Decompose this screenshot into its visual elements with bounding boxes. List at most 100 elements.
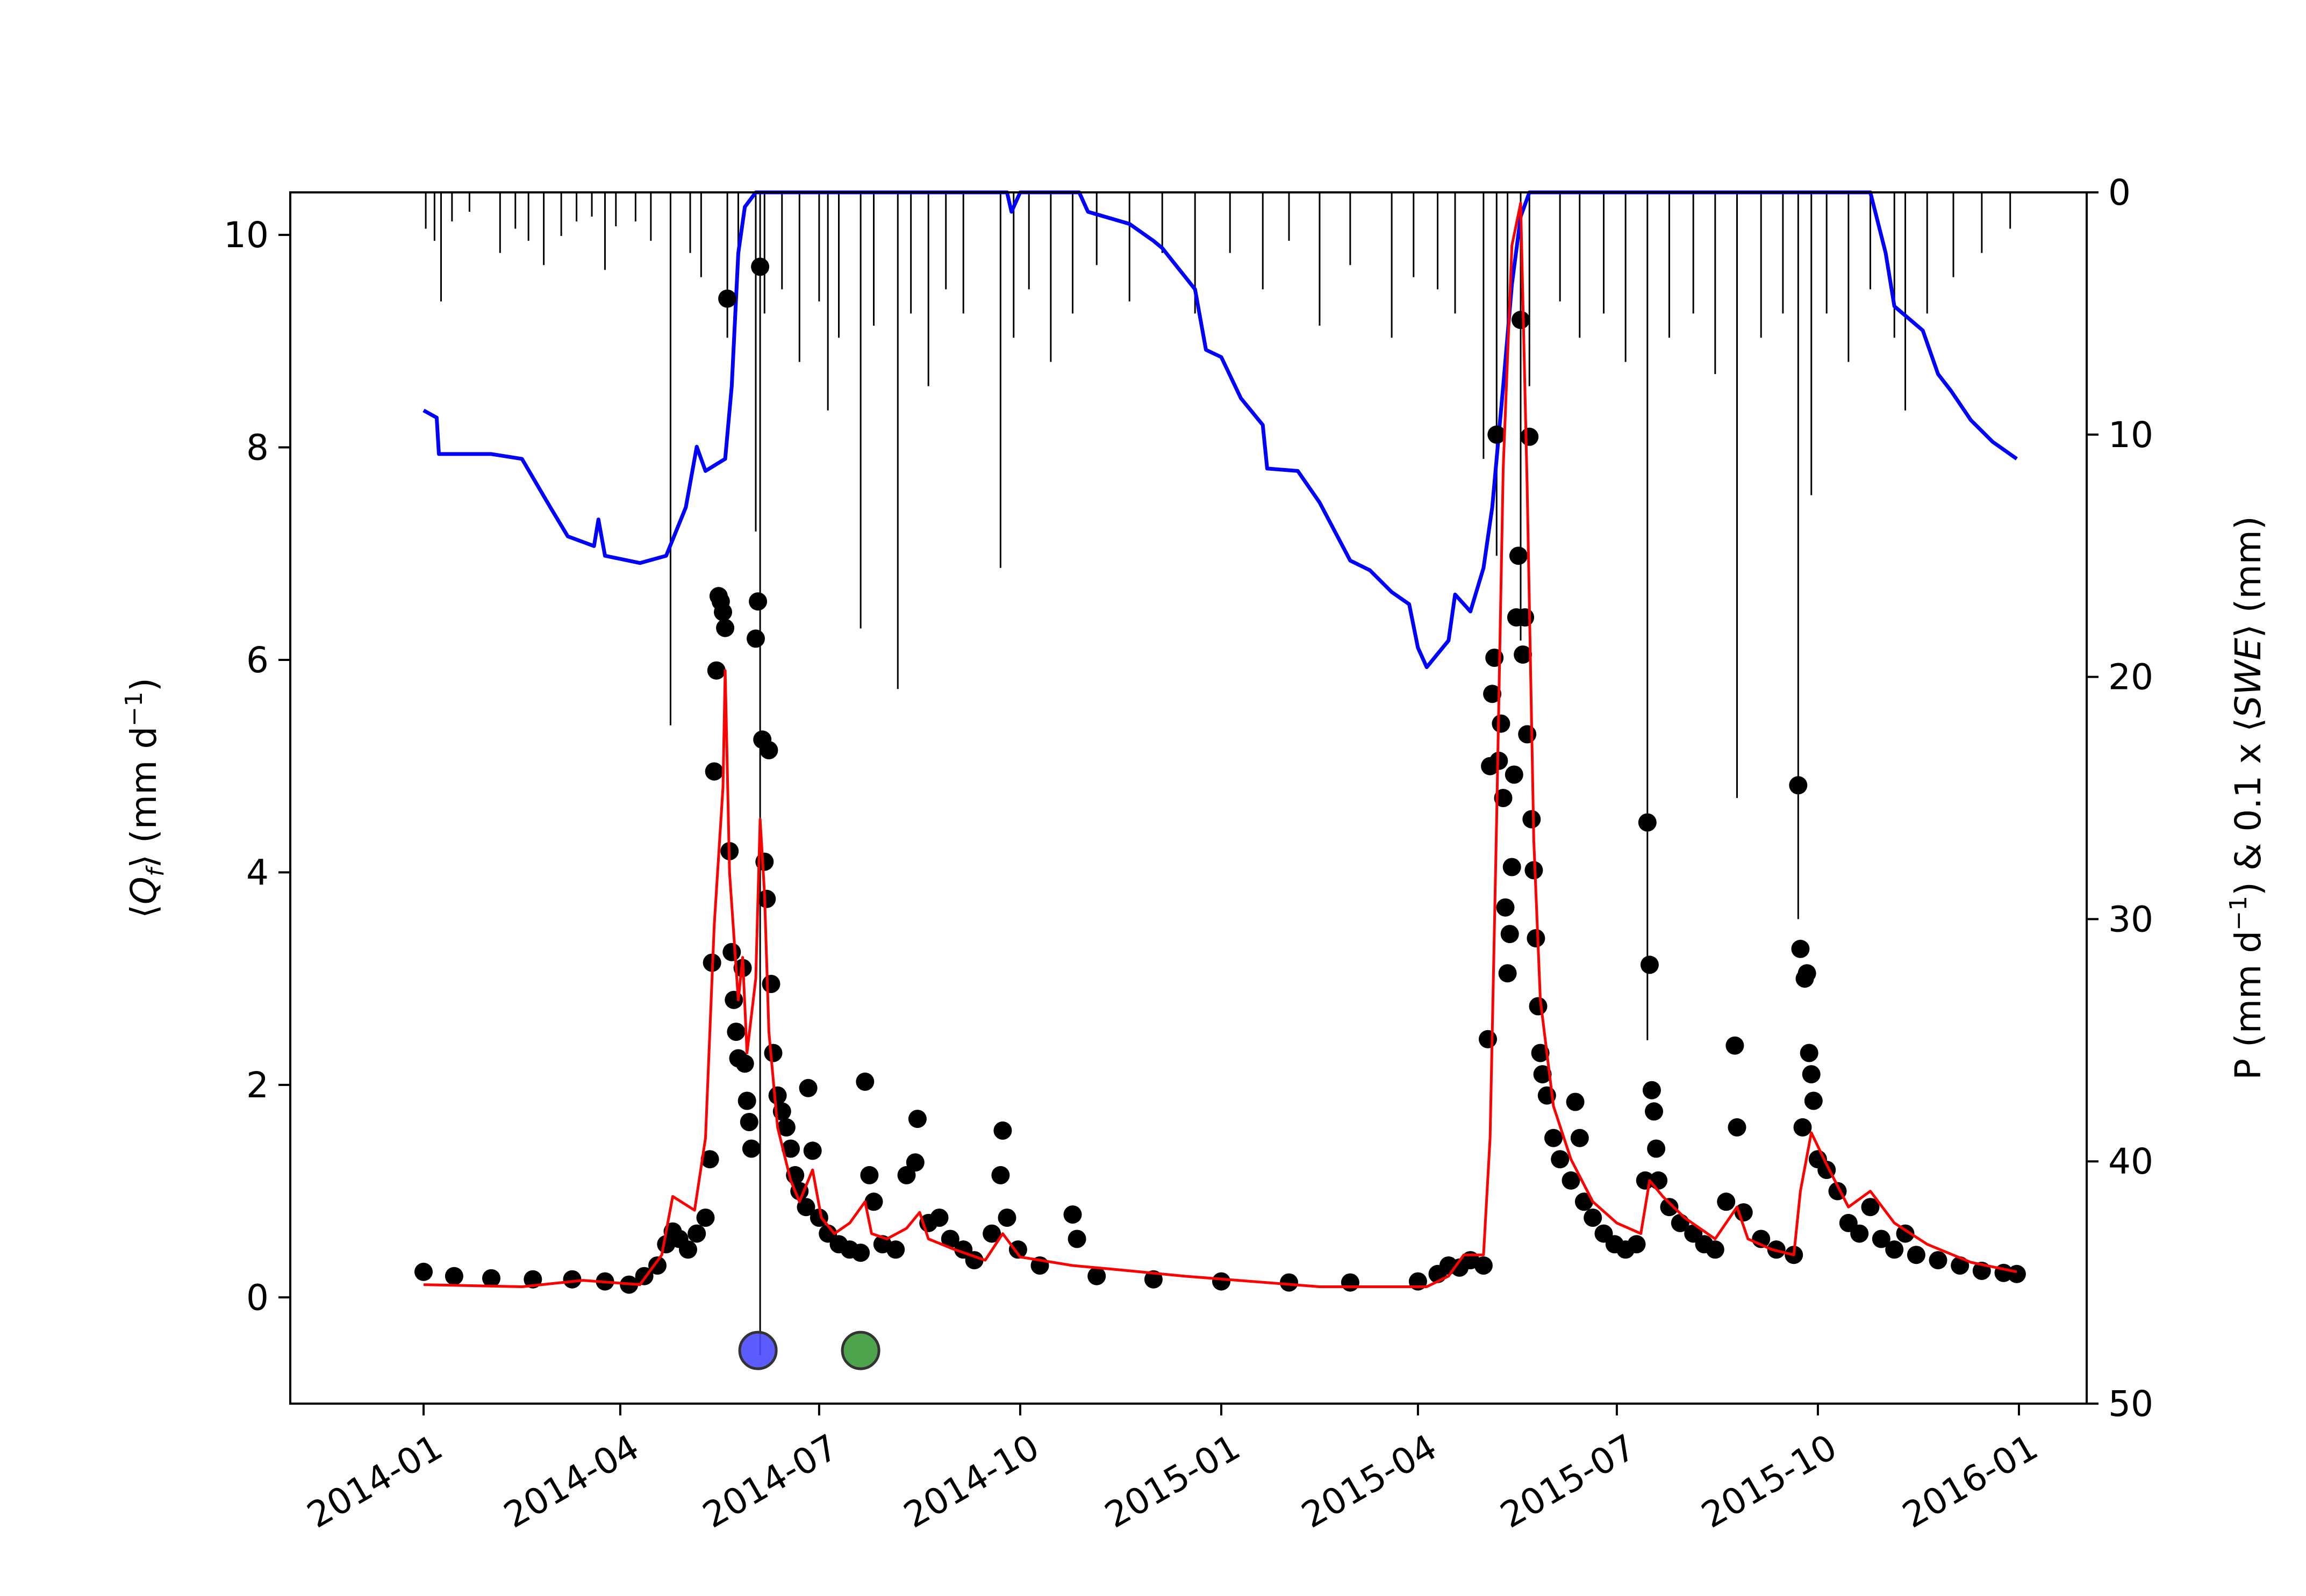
observed-point bbox=[1522, 810, 1541, 829]
observed-point bbox=[1068, 1230, 1086, 1248]
observed-point bbox=[1627, 1235, 1646, 1254]
observed-point bbox=[1087, 1267, 1106, 1285]
observed-point bbox=[797, 1198, 815, 1217]
observed-point bbox=[930, 1209, 949, 1227]
observed-point bbox=[563, 1270, 582, 1289]
observed-point bbox=[1474, 1256, 1493, 1275]
observed-point bbox=[897, 1166, 916, 1184]
y-right-tick-label: 20 bbox=[2108, 657, 2153, 698]
observed-point bbox=[1645, 1102, 1663, 1121]
observed-point bbox=[1280, 1273, 1298, 1292]
observed-point bbox=[700, 1150, 719, 1169]
y-left-tick-label: 8 bbox=[246, 427, 269, 469]
observed-point bbox=[1574, 1192, 1593, 1211]
observed-point bbox=[1529, 997, 1548, 1016]
precipitation-layer bbox=[425, 192, 2011, 1355]
observed-point bbox=[864, 1192, 883, 1211]
y-label-left-close: ⟩ (mm d bbox=[123, 727, 164, 868]
observed-point bbox=[757, 889, 776, 908]
observed-point bbox=[762, 975, 780, 993]
observed-point bbox=[679, 1240, 697, 1259]
observed-point bbox=[737, 1091, 756, 1110]
observed-point bbox=[941, 1230, 959, 1248]
observed-point bbox=[1531, 1044, 1550, 1062]
y-right-tick-label: 40 bbox=[2108, 1141, 2153, 1182]
observed-point bbox=[1584, 1209, 1602, 1227]
y-label-left-var: Q bbox=[123, 876, 164, 904]
observed-point bbox=[742, 1139, 761, 1158]
observed-point bbox=[707, 661, 726, 680]
observed-point bbox=[908, 1110, 927, 1128]
observed-point bbox=[445, 1267, 463, 1285]
observed-point bbox=[1533, 1065, 1552, 1084]
y-right-tick-label: 30 bbox=[2108, 898, 2153, 940]
observed-point bbox=[1660, 1198, 1679, 1217]
observed-point bbox=[1498, 964, 1517, 983]
y-label-right-close: ⟩ (mm) bbox=[2228, 516, 2269, 638]
observed-point bbox=[1797, 964, 1816, 983]
observed-point bbox=[860, 1166, 879, 1184]
y-label-right-var: SWE bbox=[2228, 638, 2269, 718]
y-label-left-end: ) bbox=[123, 678, 164, 692]
observed-point bbox=[1728, 1118, 1746, 1137]
observed-point bbox=[1907, 1246, 1925, 1264]
observed-point bbox=[1896, 1224, 1915, 1243]
y-label-left-open: ⟨ bbox=[123, 904, 164, 918]
observed-point bbox=[1212, 1272, 1230, 1291]
event-marker bbox=[738, 1331, 778, 1370]
y-label-right-pre: P (mm d bbox=[2228, 931, 2269, 1080]
observed-point bbox=[1885, 1240, 1904, 1259]
observed-point bbox=[1791, 939, 1810, 958]
observed-point bbox=[727, 1023, 746, 1041]
observed-point bbox=[751, 257, 770, 276]
observed-point bbox=[851, 1243, 870, 1262]
y-label-left-sup: −1 bbox=[120, 692, 148, 727]
observed-point bbox=[696, 1209, 715, 1227]
observed-point bbox=[1566, 1092, 1585, 1111]
observed-point bbox=[1789, 776, 1808, 795]
observed-point bbox=[1479, 1030, 1497, 1048]
observed-point bbox=[740, 1113, 758, 1131]
observed-point bbox=[1505, 765, 1523, 784]
observed-point bbox=[1509, 547, 1528, 565]
observed-point bbox=[1492, 714, 1510, 733]
observed-point bbox=[1514, 645, 1532, 664]
observed-point bbox=[1502, 858, 1521, 876]
y-right-tick-label: 50 bbox=[2108, 1383, 2153, 1425]
observed-point bbox=[1008, 1240, 1027, 1259]
observed-point bbox=[1512, 311, 1530, 329]
observed-point bbox=[1483, 685, 1502, 703]
observed-point bbox=[648, 1256, 667, 1275]
observed-point bbox=[764, 1044, 783, 1062]
observed-point bbox=[1802, 1065, 1821, 1084]
observed-point bbox=[777, 1118, 796, 1137]
observed-point bbox=[482, 1269, 500, 1288]
observed-point bbox=[1527, 929, 1545, 947]
event-marker-layer bbox=[738, 1331, 880, 1370]
observed-point bbox=[856, 1072, 875, 1091]
observed-point bbox=[886, 1240, 905, 1259]
observed-point bbox=[1717, 1192, 1736, 1211]
observed-point bbox=[768, 1086, 787, 1105]
observed-point bbox=[1494, 789, 1513, 807]
y-axis-label-right: P (mm d−1) & 0.1 x ⟨SWE⟩ (mm) bbox=[2225, 516, 2269, 1080]
observed-point bbox=[1341, 1273, 1359, 1292]
observed-point bbox=[906, 1153, 925, 1172]
observed-point bbox=[993, 1121, 1012, 1140]
observed-point bbox=[760, 741, 778, 759]
y-right-tick-label: 0 bbox=[2108, 172, 2131, 213]
observed-point bbox=[1706, 1240, 1724, 1259]
observed-point bbox=[1496, 898, 1515, 917]
observed-point bbox=[1725, 1036, 1744, 1055]
observed-point bbox=[1800, 1044, 1818, 1062]
observed-point bbox=[790, 1182, 809, 1200]
y-axis-label-left: ⟨Qf⟩ (mm d−1) bbox=[120, 678, 169, 918]
observed-point bbox=[1649, 1171, 1668, 1190]
event-marker bbox=[841, 1331, 880, 1370]
observed-layer bbox=[414, 257, 2026, 1294]
observed-point bbox=[782, 1139, 800, 1158]
observed-point bbox=[998, 1209, 1016, 1227]
observed-point bbox=[983, 1224, 1001, 1243]
observed-point bbox=[718, 289, 737, 308]
plot-frame bbox=[289, 191, 2088, 1405]
